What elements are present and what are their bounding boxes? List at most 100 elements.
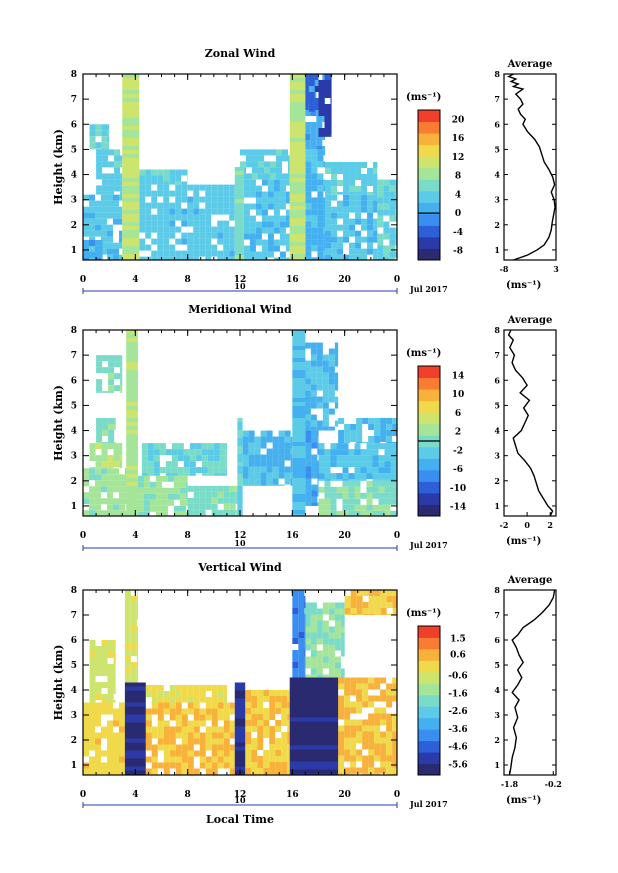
heatmap-cell [269,708,276,714]
heatmap-cell [96,429,103,436]
heatmap-cell [386,719,393,726]
heatmap-cell [322,360,329,367]
heatmap-cell [95,443,102,450]
heatmap-cell [157,181,164,185]
rain-streak-cell [289,737,339,742]
heatmap-cell [380,767,387,774]
rain-streak-cell [234,682,246,687]
heatmap-cell [113,756,119,763]
heatmap-cell [368,719,375,726]
rain-streak-cell [126,442,138,446]
heatmap-cell [113,700,116,703]
heatmap-cell [374,755,381,762]
heatmap-cell [367,224,374,231]
heatmap-cell [290,460,293,467]
heatmap-cell [143,475,150,482]
heatmap-cell [360,510,367,516]
heatmap-cell [275,720,282,726]
heatmap-cell [304,396,311,403]
heatmap-cell [330,455,337,462]
heatmap-cell [366,510,373,516]
heatmap-cell [275,768,282,774]
rain-streak-cell [292,466,306,470]
heatmap-cell [337,191,344,195]
rain-streak-cell [289,773,339,775]
rain-streak-cell [234,187,244,191]
heatmap-cell [141,449,148,456]
x-tick-label: 20 [338,790,351,800]
heatmap-cell [260,472,267,479]
heatmap-cell [179,493,186,500]
heatmap-cell [89,504,95,511]
heatmap-cell [269,756,276,762]
heatmap-cell [102,441,109,444]
colorbar-segment [418,706,440,719]
rain-streak-cell [124,750,146,755]
heatmap-cell [229,190,235,197]
rain-streak-cell [122,126,140,130]
rain-streak-cell [292,362,306,366]
heatmap-cell [269,732,276,738]
heatmap-cell [281,768,288,774]
heatmap-cell [305,155,312,162]
heatmap-cell [355,248,362,255]
rain-streak-cell [289,246,306,250]
heatmap-cell [290,436,293,443]
heatmap-cell [323,227,326,234]
heatmap-cell [276,173,282,180]
heatmap-cell [124,656,131,662]
heatmap-cell [302,92,309,98]
heatmap-cell [392,590,397,596]
heatmap-cell [251,750,258,756]
heatmap-cell [113,720,119,727]
heatmap-cell [310,420,317,427]
heatmap-cell [266,430,273,437]
heatmap-cell [366,461,373,468]
heatmap-cell [205,744,212,751]
heatmap-cell [151,169,158,176]
rain-streak-cell [122,146,140,150]
rain-streak-cell [234,746,246,751]
rain-streak-cell [289,110,306,114]
heatmap-cell [350,423,357,430]
heatmap-cell [331,167,338,174]
heatmap-cell [377,239,384,246]
heatmap-cell [147,449,154,456]
heatmap-cell [107,486,113,493]
rain-streak-cell [126,398,138,402]
heatmap-cell [139,226,146,233]
heatmap-cell [366,492,373,499]
heatmap-cell [317,251,324,258]
heatmap-cell [199,232,206,239]
heatmap-cell [193,208,200,215]
heatmap-cell [254,484,261,486]
heatmap-cell [205,738,212,745]
heatmap-cell [83,738,89,745]
heatmap-cell [119,768,125,775]
heatmap-cell [311,167,318,174]
rain-streak-cell [292,334,306,338]
heatmap-cell [343,200,350,207]
heatmap-cell [373,185,378,192]
heatmap-cell [324,449,331,456]
heatmap-cell [316,656,323,663]
heatmap-cell [107,443,114,450]
heatmap-cell [101,726,107,733]
heatmap-cell [325,185,332,192]
profile-y-tick-label: 3 [494,710,500,720]
rain-streak-cell [234,175,244,179]
rain-streak-cell [292,514,306,516]
heatmap-cell [354,461,361,468]
heatmap-cell [331,212,338,219]
heatmap-cell [384,443,391,450]
heatmap-cell [223,202,230,209]
heatmap-cell [187,702,194,709]
rain-streak-cell [234,686,246,691]
heatmap-cell [322,620,329,627]
heatmap-cell [107,254,113,260]
colorbar-segment [418,446,440,459]
heatmap-cell [201,449,208,456]
heatmap-cell [281,702,288,708]
heatmap-cell [340,632,345,639]
rain-streak-cell [126,430,138,434]
